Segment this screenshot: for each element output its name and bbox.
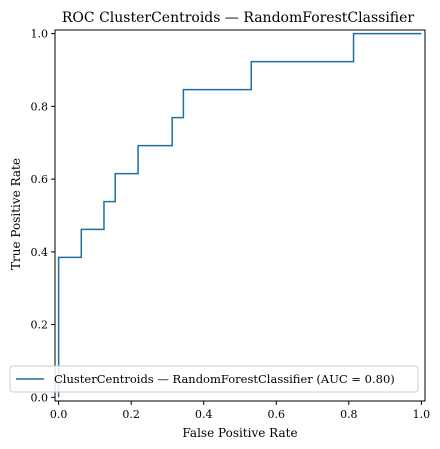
y-tick-label: 0.8 xyxy=(31,100,49,113)
legend-box xyxy=(9,365,419,393)
legend: ClusterCentroids — RandomForestClassifie… xyxy=(9,365,419,393)
y-tick-label: 1.0 xyxy=(31,28,49,41)
y-tick-label: 0.2 xyxy=(31,319,49,332)
legend-label: ClusterCentroids — RandomForestClassifie… xyxy=(54,372,395,386)
y-axis-label: True Positive Rate xyxy=(9,158,23,270)
chart-title: ROC ClusterCentroids — RandomForestClass… xyxy=(62,10,415,26)
x-tick-label: 1.0 xyxy=(413,408,431,421)
y-tick-label: 0.0 xyxy=(31,391,49,404)
roc-curve-line-0 xyxy=(57,32,422,398)
x-tick-label: 0.0 xyxy=(50,408,68,421)
x-tick-label: 0.8 xyxy=(340,408,358,421)
plot-area: 0.0 0.2 0.4 0.6 0.8 1.0 0.0 0.2 0.4 0.6 0.8 1.0 xyxy=(31,28,431,421)
y-tick-label: 0.6 xyxy=(31,173,49,186)
x-tick-label: 0.6 xyxy=(268,408,286,421)
x-tick-label: 0.4 xyxy=(195,408,213,421)
plot-frame xyxy=(54,29,426,402)
x-axis-label: False Positive Rate xyxy=(182,426,297,440)
y-tick-label: 0.4 xyxy=(31,246,49,259)
x-tick-label: 0.2 xyxy=(122,408,140,421)
